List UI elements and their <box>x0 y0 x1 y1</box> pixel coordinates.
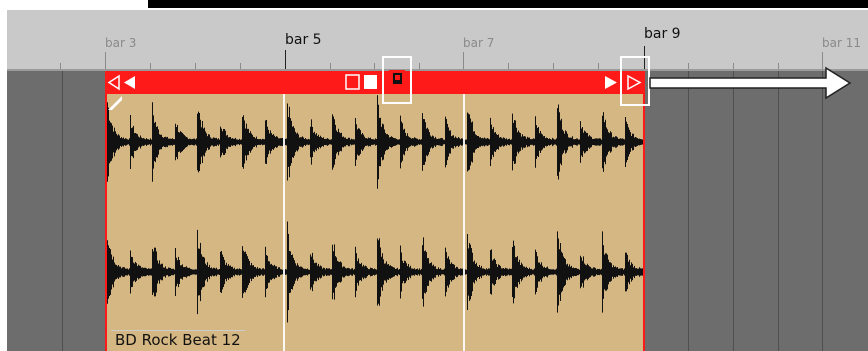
ruler-minor-tick <box>778 63 779 69</box>
ruler-minor-tick <box>150 63 151 69</box>
top-bar <box>148 0 868 8</box>
ruler-minor-tick <box>553 63 554 69</box>
clip-name-label: BD Rock Beat 12 <box>111 330 245 349</box>
ruler-tick <box>105 52 106 69</box>
ruler-minor-tick <box>60 63 61 69</box>
ruler-baseline <box>7 69 868 71</box>
fade-in-triangle-icon[interactable] <box>107 74 137 91</box>
clip-corner-icon[interactable] <box>108 96 122 110</box>
lane-gridline <box>62 71 63 351</box>
ruler-tick <box>463 52 464 69</box>
bar-label-9: bar 9 <box>644 26 681 42</box>
ruler-minor-tick <box>240 63 241 69</box>
lane-gridline <box>778 71 779 351</box>
bar-divider <box>283 94 285 351</box>
ruler-minor-tick <box>508 63 509 69</box>
loop-start-icon[interactable] <box>389 70 405 88</box>
ruler-minor-tick <box>419 63 420 69</box>
lane-gridline <box>822 71 823 351</box>
ruler-minor-tick <box>374 63 375 69</box>
clip-end-highlight <box>620 56 650 106</box>
bar-divider <box>463 94 465 351</box>
extend-arrow-icon <box>649 66 852 100</box>
ruler-tick <box>285 50 286 69</box>
ruler-minor-tick <box>330 63 331 69</box>
loop-brace-icon[interactable] <box>345 74 401 91</box>
ruler-minor-tick <box>195 63 196 69</box>
loop-marker-highlight <box>382 56 412 104</box>
ruler-minor-tick <box>688 63 689 69</box>
bar-label-5: bar 5 <box>285 32 322 48</box>
lane-gridline <box>688 71 689 351</box>
bar-label-3: bar 3 <box>105 36 137 50</box>
fade-out-triangle-icon[interactable] <box>603 74 643 91</box>
waveform <box>107 95 643 323</box>
audio-clip[interactable]: BD Rock Beat 12 <box>105 71 645 351</box>
ruler-minor-tick <box>598 63 599 69</box>
clip-title-bar[interactable] <box>105 71 645 94</box>
lane-gridline <box>733 71 734 351</box>
ruler-tick <box>822 52 823 69</box>
bar-label-7: bar 7 <box>463 36 495 50</box>
timeline-ruler[interactable] <box>7 10 868 70</box>
ruler-minor-tick <box>733 63 734 69</box>
clip-waveform-area[interactable]: BD Rock Beat 12 <box>105 94 645 351</box>
bar-label-11: bar 11 <box>822 36 861 50</box>
